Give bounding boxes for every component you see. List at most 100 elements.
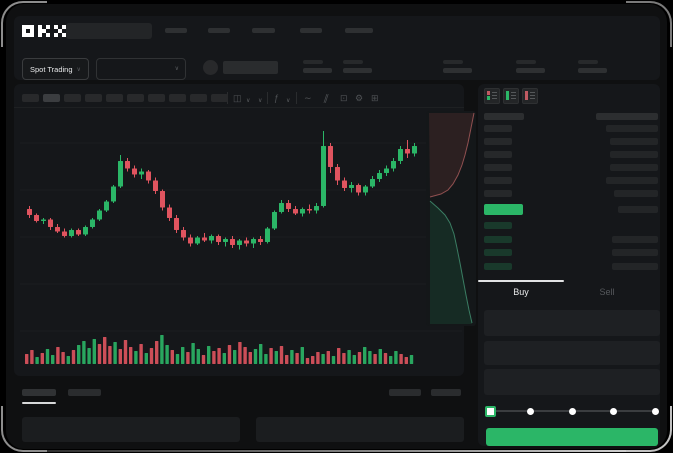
mini-line xyxy=(492,95,497,96)
amount-percent-slider[interactable] xyxy=(484,404,660,418)
mini-line xyxy=(492,92,497,93)
bottom-tab-underline xyxy=(22,402,56,404)
pair-name-placeholder xyxy=(223,61,278,74)
ask-price-placeholder[interactable] xyxy=(484,164,512,171)
mini-line xyxy=(530,95,535,96)
ask-amount-placeholder xyxy=(606,125,658,132)
interval-button[interactable] xyxy=(127,94,144,102)
chart-panel-surface xyxy=(14,84,464,376)
chevron-down-icon[interactable]: ∨ xyxy=(246,98,251,104)
interval-button[interactable] xyxy=(148,94,165,102)
ask-price-placeholder[interactable] xyxy=(484,190,512,197)
mini-line xyxy=(511,98,516,99)
bid-price-placeholder[interactable] xyxy=(484,222,512,229)
mini-line xyxy=(530,92,535,93)
interval-button[interactable] xyxy=(211,94,228,102)
slider-stop[interactable] xyxy=(568,407,576,415)
interval-button[interactable] xyxy=(64,94,81,102)
mini-line xyxy=(511,95,516,96)
bid-price-placeholder[interactable] xyxy=(484,249,512,256)
candle-style-icon[interactable]: ◫ xyxy=(233,93,242,103)
ask-amount-placeholder xyxy=(610,164,658,171)
mini-line xyxy=(530,98,535,99)
settings-gear-icon[interactable]: ⚙ xyxy=(355,93,364,103)
book-header-price xyxy=(484,113,524,120)
stat-value-placeholder xyxy=(343,68,372,73)
nav-item-placeholder[interactable] xyxy=(345,28,373,33)
bottom-action-placeholder[interactable] xyxy=(431,389,461,396)
last-price-amount-placeholder xyxy=(618,206,658,213)
bid-price-placeholder[interactable] xyxy=(484,262,512,270)
bid-price-placeholder[interactable] xyxy=(484,235,512,243)
mini-line xyxy=(511,92,516,93)
slider-stop-active[interactable] xyxy=(484,406,496,417)
bids-mini-bar xyxy=(487,96,490,100)
depth-chart[interactable] xyxy=(426,111,476,326)
chevron-down-icon[interactable]: ∨ xyxy=(286,98,291,104)
ask-amount-placeholder xyxy=(610,138,658,145)
stat-label-placeholder xyxy=(516,60,536,64)
ask-price-placeholder[interactable] xyxy=(484,138,512,145)
stat-value-placeholder xyxy=(578,68,607,73)
stat-label-placeholder xyxy=(303,60,323,64)
camera-icon[interactable]: ⊡ xyxy=(340,93,348,103)
ask-price-placeholder[interactable] xyxy=(484,125,512,132)
active-tab-indicator xyxy=(478,280,564,282)
book-bids-only-view-icon[interactable] xyxy=(503,88,519,104)
chevron-down-icon: ∨ xyxy=(76,66,81,73)
slider-stop[interactable] xyxy=(527,407,534,415)
nav-item-placeholder[interactable] xyxy=(208,28,230,33)
device-bottom-edge xyxy=(40,450,633,452)
nav-item-placeholder[interactable] xyxy=(165,28,187,33)
bottom-action-placeholder[interactable] xyxy=(389,389,421,396)
bottom-panel xyxy=(256,417,464,442)
okx-logo xyxy=(22,25,66,37)
stat-label-placeholder xyxy=(578,60,598,64)
trade-tabs: Buy Sell xyxy=(478,280,660,302)
interval-button[interactable] xyxy=(190,94,207,102)
nav-item-placeholder[interactable] xyxy=(252,28,275,33)
stat-label-placeholder xyxy=(443,60,463,64)
book-asks-only-view-icon[interactable] xyxy=(522,88,538,104)
bottom-tab-active[interactable] xyxy=(22,389,56,396)
ask-price-placeholder[interactable] xyxy=(484,177,512,184)
amount-input[interactable] xyxy=(484,341,660,365)
side-mini-bar xyxy=(525,91,528,100)
interval-button[interactable] xyxy=(169,94,186,102)
tab-buy[interactable]: Buy xyxy=(513,287,529,297)
pair-avatar xyxy=(203,60,218,75)
pair-select-dropdown[interactable]: ∨ xyxy=(96,58,186,80)
market-type-dropdown[interactable]: Spot Trading ∨ xyxy=(22,58,89,80)
nav-item-placeholder[interactable] xyxy=(300,28,322,33)
bid-amount-placeholder xyxy=(612,235,658,243)
book-header-amount xyxy=(596,113,658,120)
bottom-tab[interactable] xyxy=(68,389,101,396)
interval-button[interactable] xyxy=(43,94,60,102)
order-book xyxy=(478,108,660,276)
slider-stop[interactable] xyxy=(651,407,659,415)
ask-amount-placeholder xyxy=(606,177,658,184)
indicator-icon[interactable]: ƒ xyxy=(274,93,280,103)
interval-button[interactable] xyxy=(106,94,123,102)
interval-button[interactable] xyxy=(85,94,102,102)
submit-order-button[interactable] xyxy=(486,428,658,446)
slider-stop[interactable] xyxy=(610,407,617,415)
interval-button[interactable] xyxy=(22,94,39,102)
search-input[interactable] xyxy=(66,23,152,39)
chevron-down-icon: ∨ xyxy=(174,66,179,72)
chevron-down-icon[interactable]: ∨ xyxy=(258,98,263,104)
total-input[interactable] xyxy=(484,369,660,395)
bottom-panel xyxy=(22,417,240,442)
price-input[interactable] xyxy=(484,310,660,336)
fullscreen-icon[interactable]: ⊞ xyxy=(371,93,379,103)
candlestick-chart[interactable] xyxy=(14,108,464,374)
last-price-bar[interactable] xyxy=(484,204,523,215)
market-type-label: Spot Trading xyxy=(30,64,73,74)
ask-price-placeholder[interactable] xyxy=(484,151,512,158)
tab-sell[interactable]: Sell xyxy=(599,287,615,297)
trend-line-icon[interactable]: ∼ xyxy=(304,93,312,103)
bid-amount-placeholder xyxy=(612,262,658,270)
stat-label-placeholder xyxy=(343,60,363,64)
mini-line xyxy=(492,98,497,99)
book-combined-view-icon[interactable] xyxy=(484,88,500,104)
